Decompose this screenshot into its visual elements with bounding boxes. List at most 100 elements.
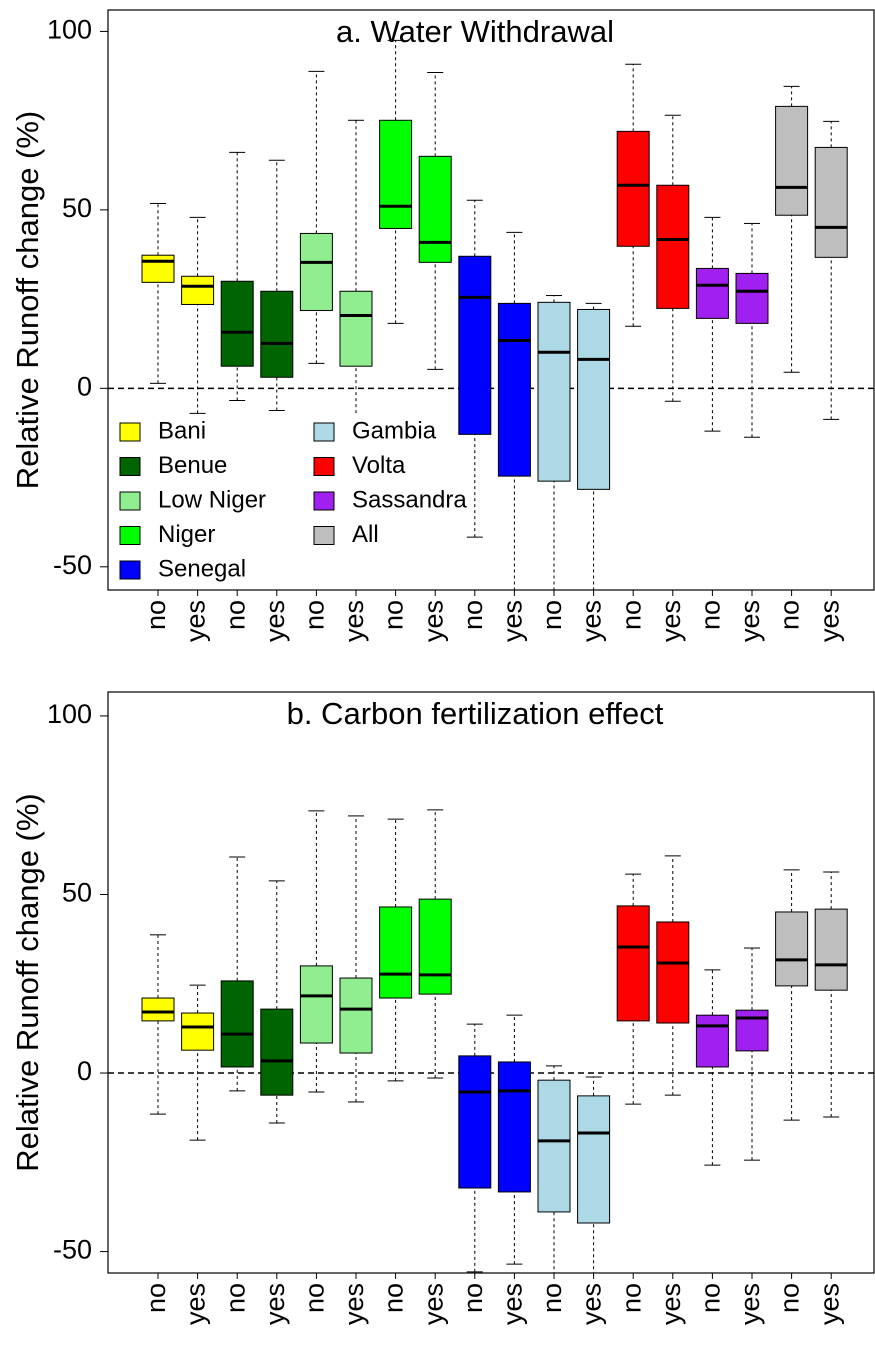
legend-label: Niger [158, 521, 215, 548]
x-tick-label: yes [418, 1283, 448, 1325]
x-tick-label: yes [418, 600, 448, 642]
x-tick-label: no [616, 1283, 646, 1313]
legend-swatch [313, 491, 335, 511]
y-tick-label: 50 [62, 878, 92, 908]
legend-label: Volta [352, 452, 406, 479]
x-tick-label: no [458, 600, 488, 630]
legend-label: Sassandra [352, 486, 467, 513]
x-tick-label: yes [735, 1283, 765, 1325]
x-tick-label: yes [577, 1283, 607, 1325]
box [695, 1014, 729, 1068]
x-tick-label: yes [339, 1283, 369, 1325]
box [379, 119, 413, 229]
x-tick-label: yes [498, 1283, 528, 1325]
x-tick-label: no [696, 600, 726, 630]
legend-label: Benue [158, 452, 227, 479]
box [537, 1079, 571, 1213]
x-tick-label: yes [577, 600, 607, 642]
plot-frame [107, 691, 875, 1274]
box [339, 290, 373, 367]
legend-swatch [119, 491, 141, 511]
x-tick-label: no [616, 600, 646, 630]
legend-background [110, 415, 455, 587]
y-axis-label: Relative Runoff change (%) [10, 793, 45, 1172]
legend-swatch [119, 457, 141, 476]
x-tick-label: no [775, 1283, 805, 1313]
legend-swatch [313, 457, 335, 476]
x-tick-label: no [379, 600, 409, 630]
panel: -50 0 50 100 Relative Runoff change (%) b. Ca… [10, 691, 875, 1325]
box [220, 980, 254, 1068]
legend-swatch [119, 422, 141, 442]
x-tick-label: yes [260, 600, 290, 642]
legend-swatch [119, 560, 141, 580]
legend-swatch [313, 422, 335, 442]
box [814, 146, 848, 258]
x-tick-label: yes [260, 1283, 290, 1325]
box [537, 301, 571, 482]
box [735, 1009, 769, 1052]
box [656, 184, 690, 309]
plot-area [108, 809, 874, 1273]
x-tick-label: no [458, 1283, 488, 1313]
x-tick-label: no [141, 600, 171, 630]
box [181, 1012, 215, 1051]
box [616, 905, 650, 1022]
y-axis-label: Relative Runoff change (%) [10, 111, 45, 490]
box [577, 308, 611, 490]
box [181, 275, 215, 305]
box [458, 255, 492, 435]
y-tick-label: 100 [47, 699, 92, 729]
x-tick-label: yes [814, 600, 844, 642]
x-tick-label: no [300, 1283, 330, 1313]
x-tick-label: yes [656, 1283, 686, 1325]
x-tick-label: yes [181, 600, 211, 642]
box [775, 911, 809, 987]
x-tick-label: yes [814, 1283, 844, 1325]
plot-frame [107, 9, 875, 591]
x-tick-label: yes [498, 600, 528, 642]
box [260, 1008, 294, 1096]
legend-label: Low Niger [158, 486, 266, 513]
x-tick-label: no [141, 1283, 171, 1313]
x-tick-label: no [537, 600, 567, 630]
box [379, 906, 413, 999]
box [695, 267, 729, 319]
x-tick-label: no [379, 1283, 409, 1313]
chart-title: a. Water Withdrawal [336, 14, 614, 49]
box [220, 280, 254, 367]
y-tick-label: 50 [62, 193, 92, 223]
x-tick-label: no [220, 600, 250, 630]
box [299, 965, 333, 1044]
legend-label: Bani [158, 417, 206, 444]
x-tick-label: no [537, 1283, 567, 1313]
box [577, 1095, 611, 1224]
box [497, 1061, 531, 1193]
x-tick-label: no [300, 600, 330, 630]
box [775, 105, 809, 216]
plot-area [108, 39, 874, 590]
box [339, 977, 373, 1054]
x-tick-label: yes [656, 600, 686, 642]
chart-title: b. Carbon fertilization effect [287, 696, 664, 731]
panel: -50 0 50 100 Relative Runoff change (%) a. Wa… [10, 9, 875, 642]
legend-label: Senegal [158, 555, 246, 582]
box [141, 254, 175, 283]
y-tick-label: 0 [77, 371, 92, 401]
box [656, 921, 690, 1024]
legend-label: All [352, 521, 379, 548]
box [299, 232, 333, 312]
box [418, 898, 452, 995]
legend-label: Gambia [352, 417, 437, 444]
box [497, 302, 531, 477]
y-tick-label: 0 [77, 1056, 92, 1086]
legend-swatch [313, 526, 335, 545]
x-tick-label: no [775, 600, 805, 630]
x-tick-label: no [220, 1283, 250, 1313]
x-tick-label: yes [181, 1283, 211, 1325]
box [458, 1055, 492, 1189]
box [735, 272, 769, 324]
x-tick-label: no [696, 1283, 726, 1313]
box [616, 130, 650, 247]
box [814, 908, 848, 991]
